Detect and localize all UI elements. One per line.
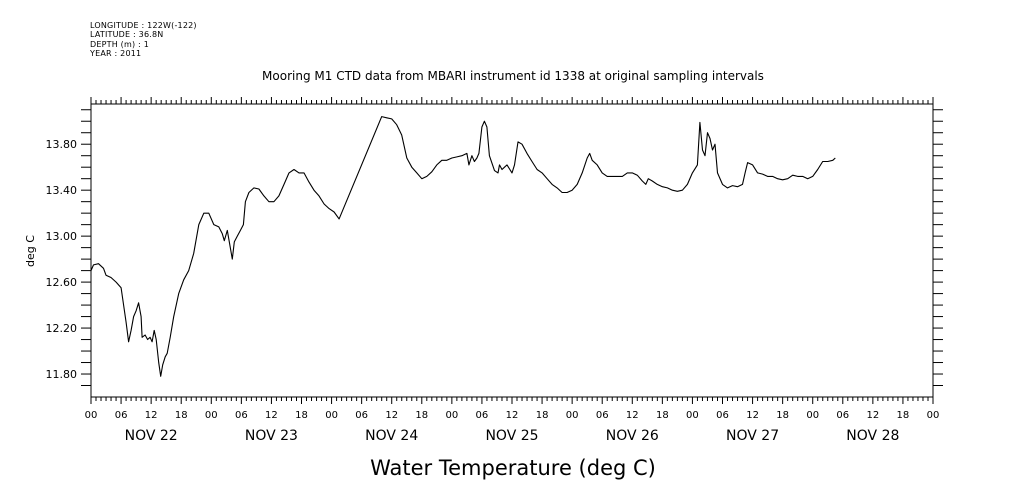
x-tick-label: 18 xyxy=(897,410,910,421)
x-tick-label: 18 xyxy=(415,410,428,421)
day-label: NOV 23 xyxy=(245,428,298,444)
x-tick-label: 00 xyxy=(927,410,940,421)
series-line-water-temperature xyxy=(90,116,836,377)
x-tick-label: 18 xyxy=(656,410,669,421)
x-tick-label: 18 xyxy=(536,410,549,421)
y-tick-label: 12.20 xyxy=(46,322,78,335)
x-tick-label: 00 xyxy=(205,410,218,421)
x-tick-label: 00 xyxy=(686,410,699,421)
day-label: NOV 28 xyxy=(846,428,899,444)
meta-longitude: LONGITUDE : 122W(-122) xyxy=(90,21,197,30)
x-tick-label: 12 xyxy=(145,410,158,421)
bottom-title: Water Temperature (deg C) xyxy=(370,456,656,480)
meta-latitude: LATITUDE : 36.8N xyxy=(90,30,164,40)
metadata-block: LONGITUDE : 122W(-122) LATITUDE : 36.8N … xyxy=(90,21,197,59)
x-tick-label: 06 xyxy=(476,410,489,421)
plot-frame xyxy=(90,103,934,398)
x-tick-label: 12 xyxy=(506,410,519,421)
x-tick-label: 06 xyxy=(716,410,729,421)
x-tick-label: 18 xyxy=(175,410,188,421)
x-tick-label: 00 xyxy=(85,410,98,421)
x-tick-label: 18 xyxy=(776,410,789,421)
x-tick-label: 18 xyxy=(295,410,308,421)
x-tick-label: 00 xyxy=(566,410,579,421)
x-tick-label: 12 xyxy=(265,410,278,421)
y-tick-label: 13.40 xyxy=(46,184,78,197)
day-label: NOV 25 xyxy=(485,428,538,444)
chart-title: Mooring M1 CTD data from MBARI instrumen… xyxy=(262,69,764,83)
x-tick-label: 00 xyxy=(325,410,338,421)
meta-depth: DEPTH (m) : 1 xyxy=(90,39,149,49)
x-tick-label: 06 xyxy=(596,410,609,421)
day-label: NOV 27 xyxy=(726,428,779,444)
y-tick-label: 12.60 xyxy=(46,276,78,289)
x-tick-label: 00 xyxy=(806,410,819,421)
y-tick-label: 13.80 xyxy=(46,138,78,151)
meta-year: YEAR : 2011 xyxy=(90,49,142,59)
axis-tick-labels: 11.80 12.20 12.60 13.00 13.40 13.80 00 06 12 18 00… xyxy=(46,138,940,444)
x-tick-label: 06 xyxy=(836,410,849,421)
day-label: NOV 26 xyxy=(606,428,659,444)
x-tick-label: 00 xyxy=(445,410,458,421)
y-tick-label: 11.80 xyxy=(46,368,78,381)
x-tick-label: 06 xyxy=(235,410,248,421)
x-tick-label: 12 xyxy=(626,410,639,421)
x-tick-label: 06 xyxy=(115,410,128,421)
y-axis-label: deg C xyxy=(24,235,37,267)
series-layer xyxy=(90,116,836,377)
x-tick-label: 12 xyxy=(746,410,759,421)
day-label: NOV 24 xyxy=(365,428,418,444)
x-tick-label: 12 xyxy=(866,410,879,421)
y-tick-label: 13.00 xyxy=(46,230,78,243)
x-tick-label: 06 xyxy=(355,410,368,421)
x-tick-label: 12 xyxy=(385,410,398,421)
axis-ticks xyxy=(81,97,943,404)
day-label: NOV 22 xyxy=(125,428,178,444)
